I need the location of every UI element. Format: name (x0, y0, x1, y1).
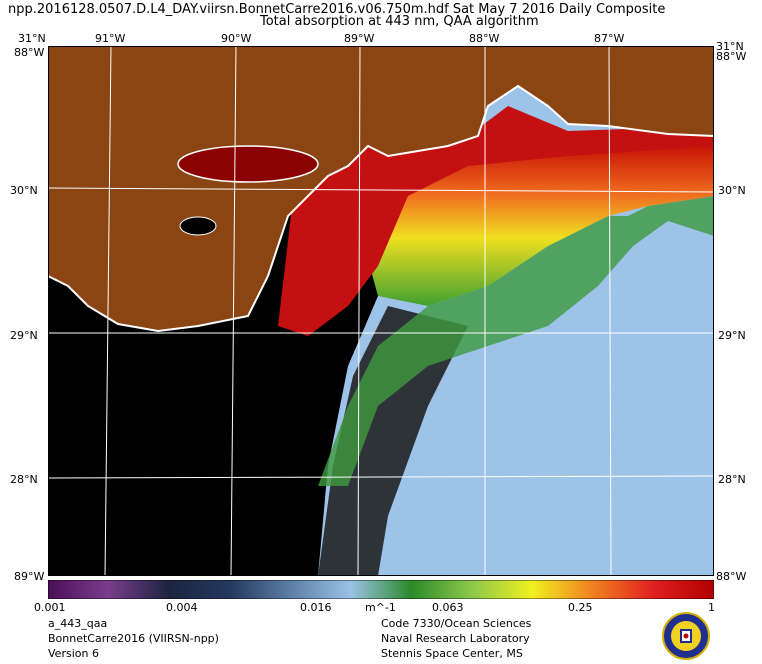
corner-lon-bottom-left: 89°W (14, 570, 45, 583)
graticule (48, 46, 714, 576)
corner-lat-top-right: 31°N (716, 40, 744, 53)
lon-tick-87w: 87°W (594, 32, 625, 45)
colorbar-label-0004: 0.004 (166, 601, 198, 614)
product-title: Total absorption at 443 nm, QAA algorith… (260, 14, 539, 29)
inland-lake (179, 216, 217, 236)
coastal-plume (278, 106, 714, 336)
colorbar-label-0016: 0.016 (300, 601, 332, 614)
lon-tick-90w: 90°W (221, 32, 252, 45)
corner-lon-left-top: 88°W (14, 46, 45, 59)
footer-variable: a_443_qaa (48, 617, 108, 630)
colorbar-units: m^-1 (365, 601, 396, 614)
corner-lat-top-left: 31°N (18, 32, 46, 45)
corner-lon-bottom-right: 88°W (716, 570, 747, 583)
lat-tick-29n-left: 29°N (10, 329, 38, 342)
colorbar (48, 580, 714, 599)
lat-tick-28n-left: 28°N (10, 473, 38, 486)
colorbar-label-0063: 0.063 (432, 601, 464, 614)
lon-tick-88w: 88°W (469, 32, 500, 45)
speckle-zone (318, 306, 468, 576)
lat-tick-30n-left: 30°N (10, 184, 38, 197)
footer-version: Version 6 (48, 647, 99, 660)
green-band (318, 196, 714, 486)
land (48, 46, 714, 333)
lake-pontchartrain (177, 145, 319, 183)
footer-dataset: BonnetCarre2016 (VIIRSN-npp) (48, 632, 219, 645)
lat-tick-28n-right: 28°N (718, 473, 746, 486)
nrl-seal-icon (662, 612, 710, 660)
colorbar-label-1: 1 (708, 601, 715, 614)
lat-tick-30n-right: 30°N (718, 184, 746, 197)
footer-code: Code 7330/Ocean Sciences (381, 617, 532, 630)
absorption-map (48, 46, 714, 576)
colorbar-label-0001: 0.001 (34, 601, 66, 614)
file-title: npp.2016128.0507.D.L4_DAY.viirsn.BonnetC… (8, 2, 666, 17)
lon-tick-91w: 91°W (95, 32, 126, 45)
colorbar-label-025: 0.25 (568, 601, 593, 614)
lat-tick-29n-right: 29°N (718, 329, 746, 342)
lon-tick-89w: 89°W (344, 32, 375, 45)
footer-location: Stennis Space Center, MS (381, 647, 523, 660)
footer-lab: Naval Research Laboratory (381, 632, 530, 645)
corner-lon-right-top: 88°W (716, 50, 747, 63)
map-frame (48, 46, 714, 576)
